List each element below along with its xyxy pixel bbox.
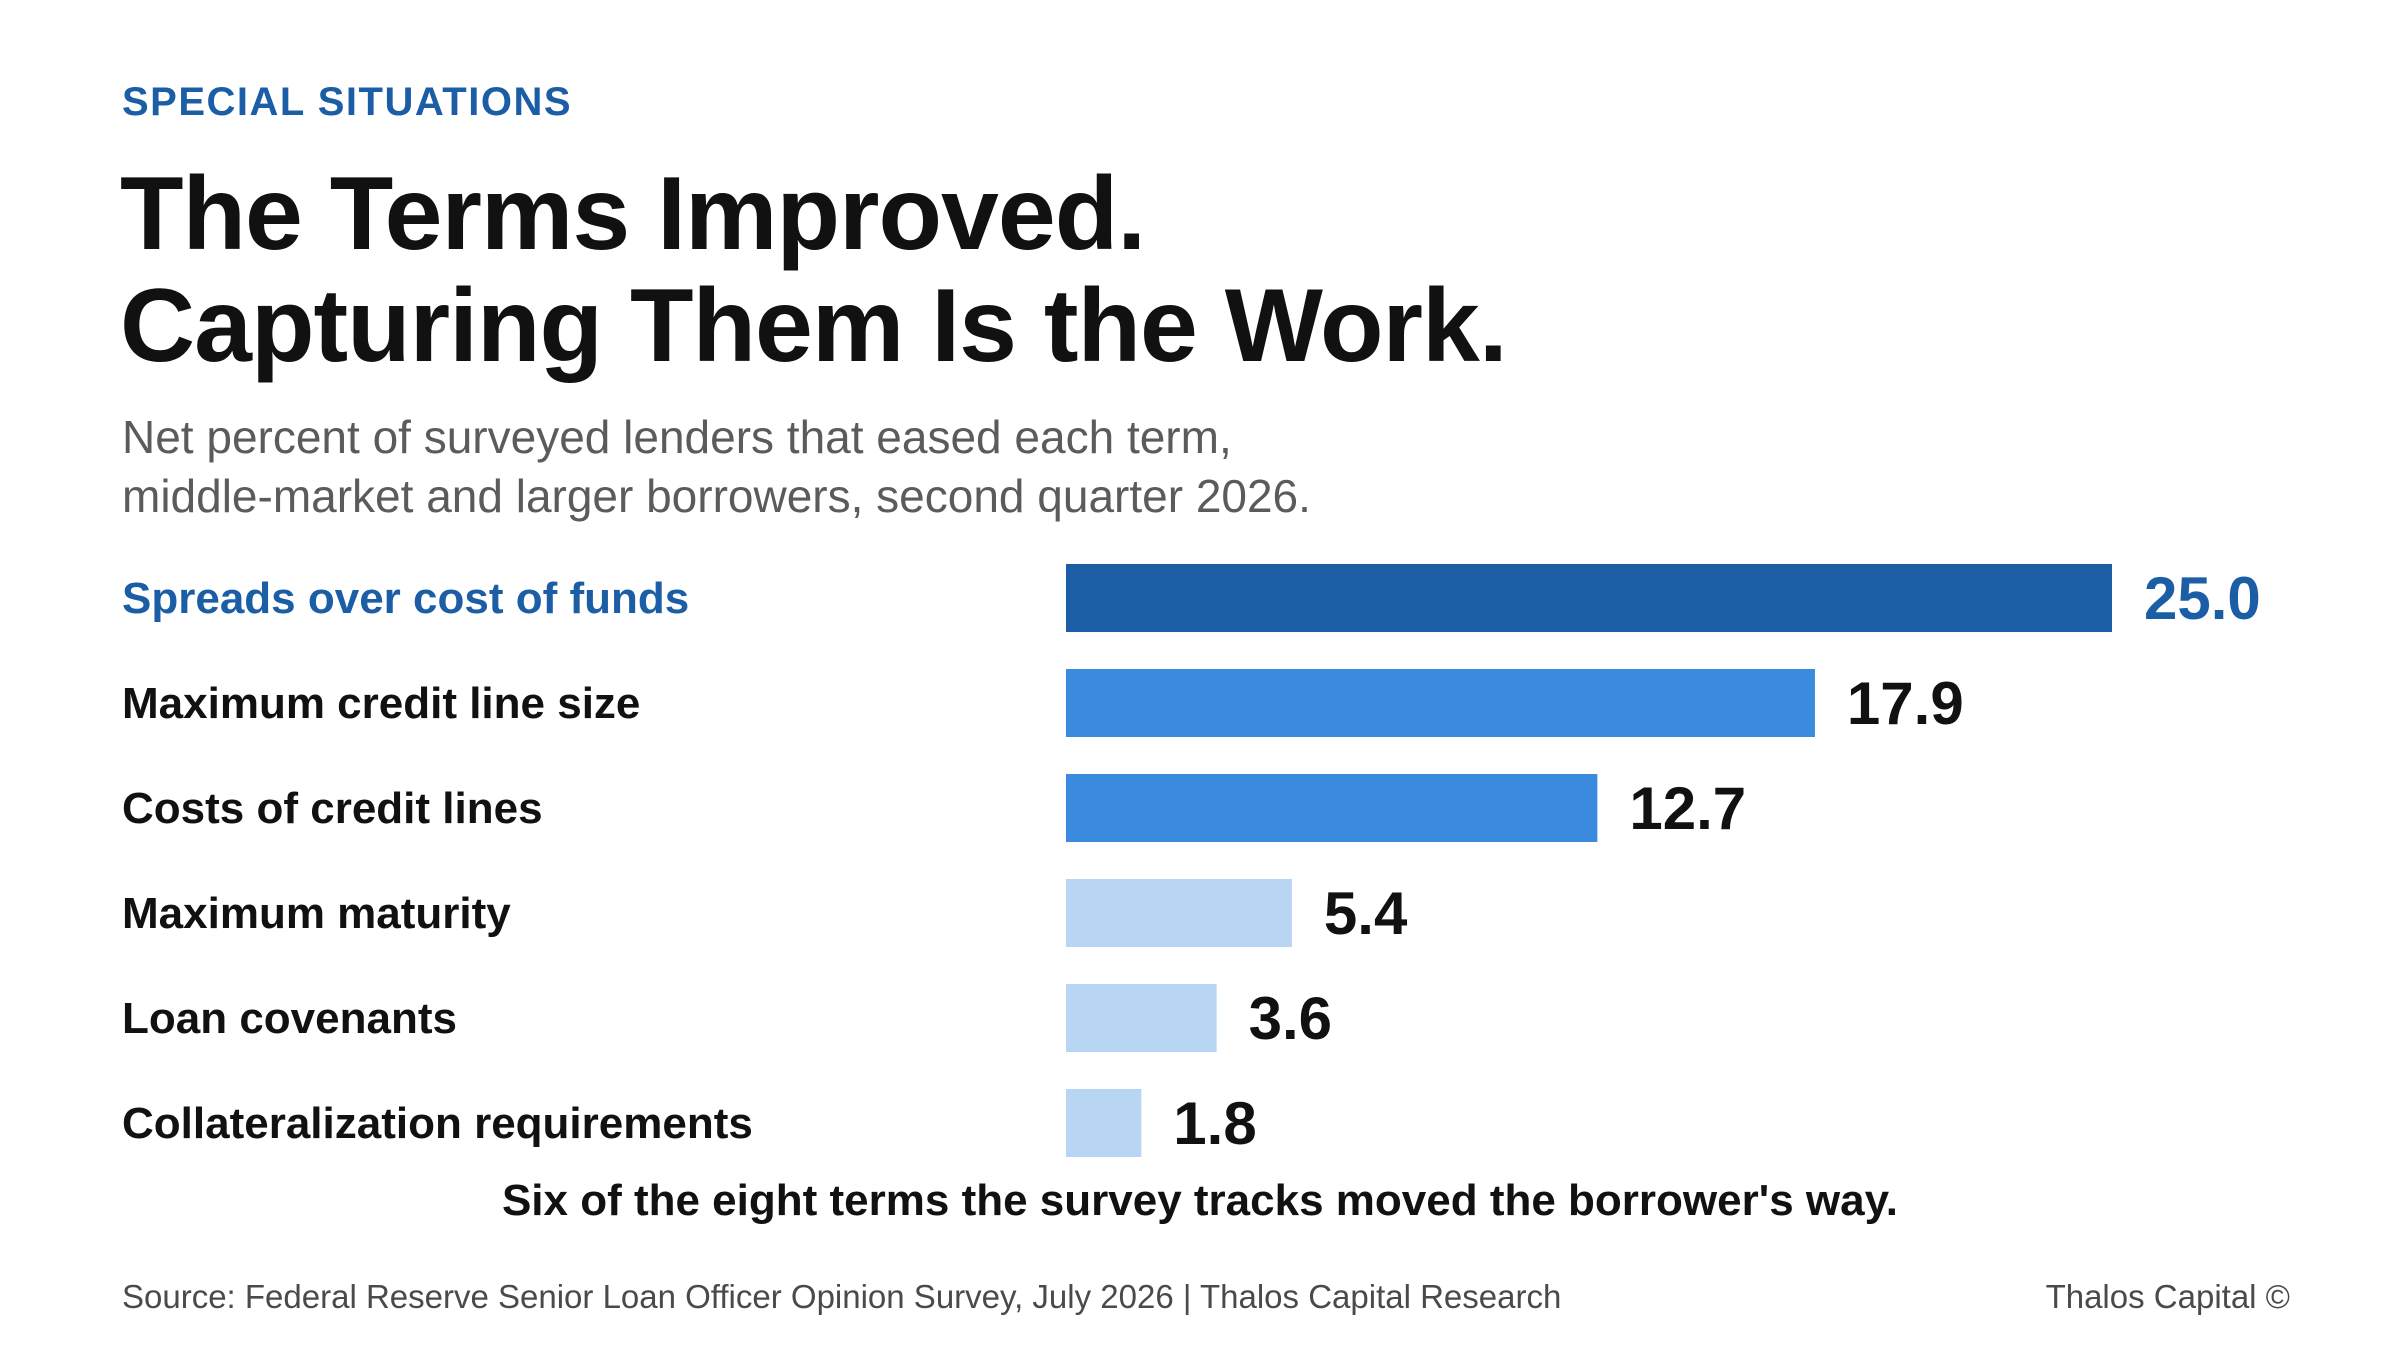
category-label-spreads-over-cost-of-funds: Spreads over cost of funds bbox=[122, 574, 689, 623]
chart-subtitle: Net percent of surveyed lenders that eas… bbox=[122, 408, 1311, 526]
category-label-maximum-maturity: Maximum maturity bbox=[122, 889, 511, 938]
chart-title: The Terms Improved. Capturing Them Is th… bbox=[120, 156, 1508, 384]
bar-spreads-over-cost-of-funds bbox=[1066, 564, 2112, 632]
source-note: Source: Federal Reserve Senior Loan Offi… bbox=[122, 1278, 1562, 1315]
value-label-costs-of-credit-lines: 12.7 bbox=[1629, 775, 1746, 842]
chart-title-line-1: The Terms Improved. bbox=[120, 156, 1146, 272]
brand-credit: Thalos Capital © bbox=[2045, 1278, 2290, 1315]
category-label-maximum-credit-line-size: Maximum credit line size bbox=[122, 679, 640, 728]
chart-title-line-2: Capturing Them Is the Work. bbox=[120, 268, 1508, 384]
bar-chart: Spreads over cost of funds 25.0 Maximum cr… bbox=[122, 564, 2261, 1157]
value-label-spreads-over-cost-of-funds: 25.0 bbox=[2144, 565, 2261, 632]
bar-maximum-maturity bbox=[1066, 879, 1292, 947]
category-label-loan-covenants: Loan covenants bbox=[122, 994, 457, 1043]
bar-collateralization-requirements bbox=[1066, 1089, 1142, 1157]
bar-costs-of-credit-lines bbox=[1066, 774, 1598, 842]
bar-maximum-credit-line-size bbox=[1066, 669, 1815, 737]
value-label-loan-covenants: 3.6 bbox=[1249, 985, 1332, 1052]
category-label-collateralization-requirements: Collateralization requirements bbox=[122, 1099, 753, 1148]
value-label-maximum-credit-line-size: 17.9 bbox=[1847, 670, 1964, 737]
bar-loan-covenants bbox=[1066, 984, 1217, 1052]
chart-annotation: Six of the eight terms the survey tracks… bbox=[501, 1176, 1899, 1225]
chart-subtitle-line-2: middle-market and larger borrowers, seco… bbox=[122, 470, 1311, 522]
value-label-collateralization-requirements: 1.8 bbox=[1173, 1090, 1256, 1157]
value-label-maximum-maturity: 5.4 bbox=[1324, 880, 1408, 947]
section-kicker: SPECIAL SITUATIONS bbox=[122, 80, 573, 124]
category-label-costs-of-credit-lines: Costs of credit lines bbox=[122, 784, 543, 833]
chart-subtitle-line-1: Net percent of surveyed lenders that eas… bbox=[122, 411, 1232, 463]
